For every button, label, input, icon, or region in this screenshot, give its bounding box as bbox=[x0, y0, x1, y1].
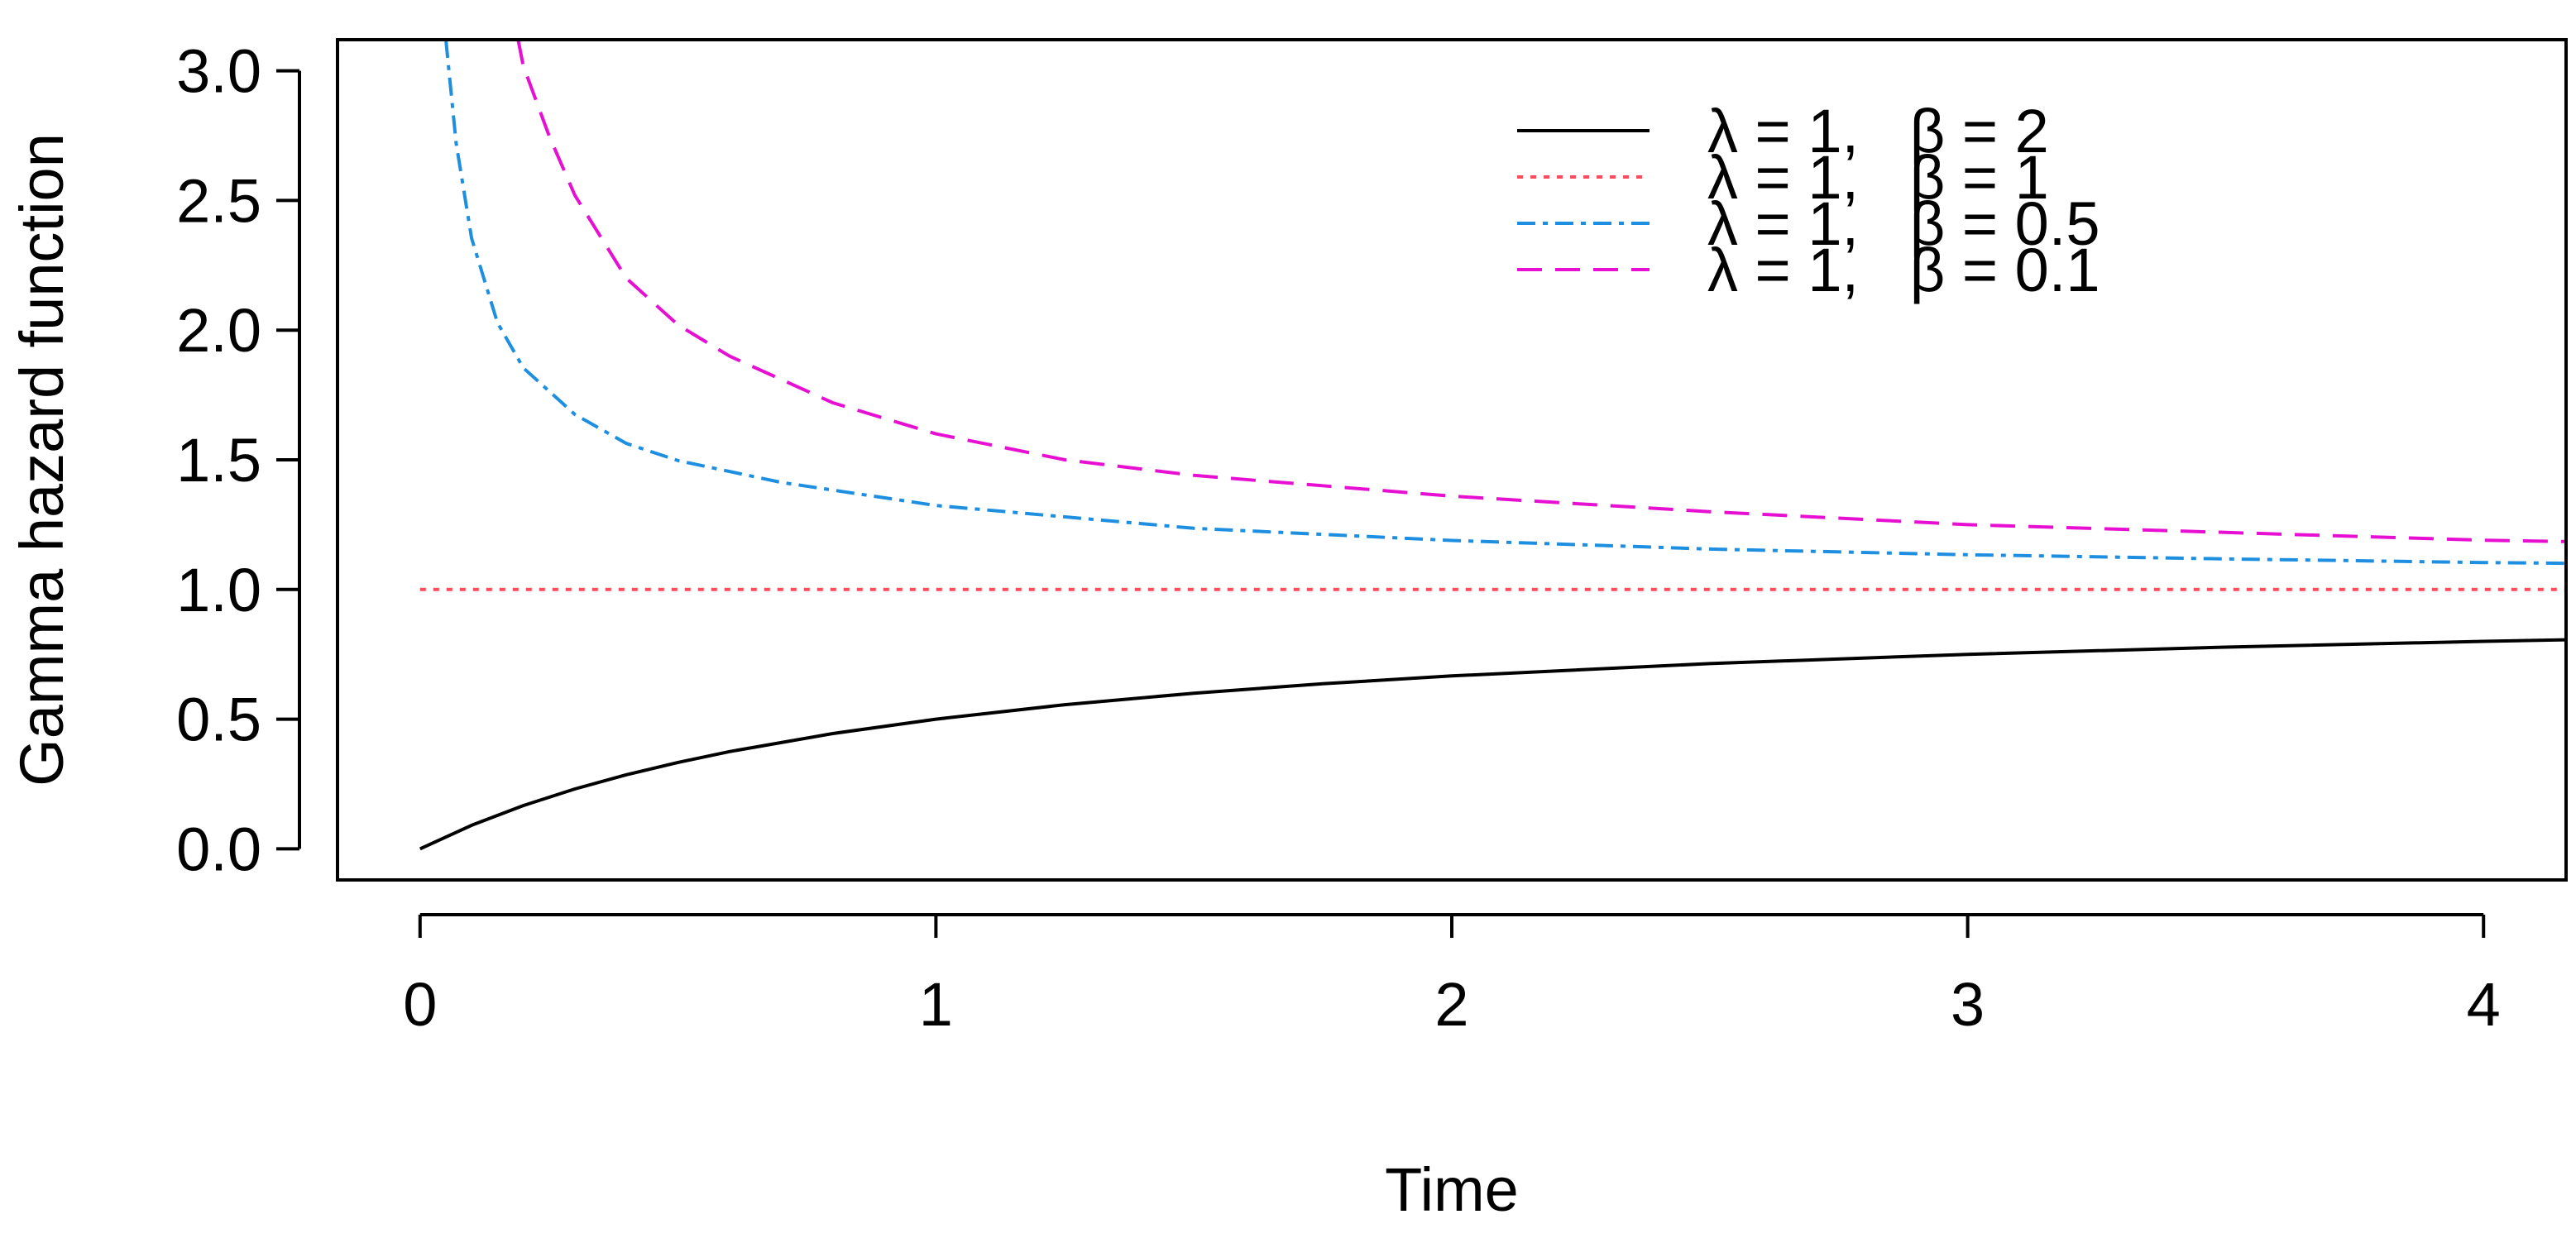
legend-label-2: λ = 1, β = 1 bbox=[1707, 143, 2049, 212]
legend: λ = 1, β = 2λ = 1, β = 1λ = 1, β = 0.5λ … bbox=[1517, 97, 2100, 304]
y-tick-label: 0.0 bbox=[176, 815, 261, 883]
y-tick-label: 2.5 bbox=[176, 166, 261, 235]
legend-label-3: λ = 1, β = 0.5 bbox=[1707, 189, 2100, 258]
y-tick-label: 1.5 bbox=[176, 426, 261, 495]
y-tick-label: 1.0 bbox=[176, 556, 261, 624]
x-tick-label: 2 bbox=[1434, 970, 1468, 1039]
legend-label-4: λ = 1, β = 0.1 bbox=[1707, 236, 2100, 304]
series-line-3 bbox=[444, 40, 2566, 566]
plot-frame bbox=[336, 38, 2568, 882]
x-tick-label: 0 bbox=[403, 970, 437, 1039]
y-axis-title: Gamma hazard function bbox=[7, 133, 76, 786]
series-line-1 bbox=[419, 638, 2566, 851]
y-tick-label: 2.0 bbox=[176, 296, 261, 365]
series-line-4 bbox=[516, 40, 2566, 543]
axis-layer: 0.0 0.5 1.0 1.5 2.0 2.5 3.0 0 1 2 3 4 bbox=[176, 37, 2568, 1039]
x-tick-label: 1 bbox=[919, 970, 953, 1039]
plot-layer bbox=[419, 40, 2566, 851]
legend-label-1: λ = 1, β = 2 bbox=[1707, 97, 2049, 165]
y-tick-label: 3.0 bbox=[176, 37, 261, 106]
x-tick-label: 4 bbox=[2467, 970, 2501, 1039]
x-tick-label: 3 bbox=[1951, 970, 1985, 1039]
y-tick-label: 0.5 bbox=[176, 686, 261, 754]
x-axis-title: Time bbox=[1385, 1155, 1519, 1224]
